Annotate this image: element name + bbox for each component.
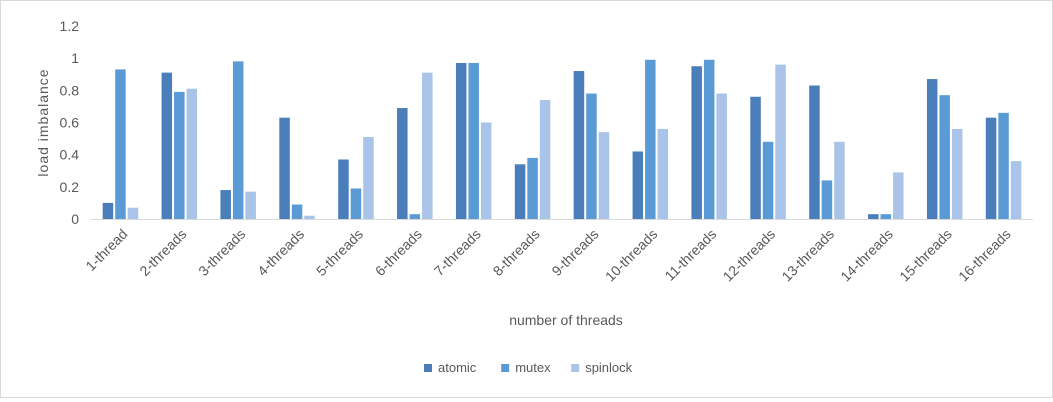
bar-spinlock-8-threads xyxy=(539,99,551,219)
bar-atomic-10-threads xyxy=(632,151,644,219)
bar-mutex-7-threads xyxy=(468,62,479,219)
y-tick-label: 0.2 xyxy=(60,179,80,195)
bar-spinlock-2-threads xyxy=(186,88,198,219)
bar-mutex-5-threads xyxy=(350,188,362,219)
x-tick-label: 12-threads xyxy=(720,226,779,285)
x-tick-label: 11-threads xyxy=(661,226,719,284)
x-tick-label: 3-threads xyxy=(195,226,248,279)
bar-spinlock-10-threads xyxy=(657,128,669,219)
bar-atomic-6-threads xyxy=(397,108,408,219)
bar-spinlock-15-threads xyxy=(951,128,963,219)
x-tick-label: 14-threads xyxy=(837,226,896,285)
bar-spinlock-3-threads xyxy=(245,191,256,219)
y-tick-label: 0.8 xyxy=(60,82,80,98)
bar-mutex-13-threads xyxy=(821,180,833,219)
bar-spinlock-11-threads xyxy=(716,93,727,219)
bar-mutex-9-threads xyxy=(586,93,597,219)
bar-mutex-16-threads xyxy=(998,112,1009,219)
bar-atomic-1-thread xyxy=(102,202,114,219)
y-axis-label: load imbalance xyxy=(35,68,51,176)
bar-mutex-2-threads xyxy=(174,91,185,219)
legend-swatch-spinlock xyxy=(571,364,580,372)
bar-mutex-12-threads xyxy=(762,141,774,219)
x-tick-label: 2-threads xyxy=(136,226,189,279)
y-tick-label: 0.6 xyxy=(60,115,80,131)
bar-mutex-14-threads xyxy=(880,214,892,219)
bar-atomic-14-threads xyxy=(868,214,879,219)
bar-atomic-4-threads xyxy=(279,117,290,219)
x-axis-label: number of threads xyxy=(509,312,623,328)
legend-label-atomic: atomic xyxy=(438,360,477,375)
bar-spinlock-1-thread xyxy=(127,207,139,219)
y-tick-label: 1.2 xyxy=(60,18,80,34)
bar-mutex-15-threads xyxy=(939,95,950,219)
legend-label-mutex: mutex xyxy=(515,360,551,375)
bar-atomic-15-threads xyxy=(926,79,938,219)
x-tick-label: 1-thread xyxy=(82,226,130,274)
bar-mutex-1-thread xyxy=(115,69,126,219)
x-tick-label: 4-threads xyxy=(254,226,307,279)
bar-atomic-2-threads xyxy=(161,72,173,220)
bar-spinlock-9-threads xyxy=(598,132,610,219)
x-axis: 1-thread 2-threads 3-threads 4-threads 5-thr… xyxy=(82,226,1013,285)
y-tick-label: 1 xyxy=(71,50,79,66)
bar-atomic-13-threads xyxy=(809,85,820,219)
x-tick-label: 7-threads xyxy=(431,226,484,279)
bar-spinlock-5-threads xyxy=(363,136,374,219)
x-tick-label: 15-threads xyxy=(896,226,955,285)
bar-spinlock-13-threads xyxy=(834,141,845,219)
bar-atomic-9-threads xyxy=(573,71,585,220)
y-tick-label: 0.4 xyxy=(60,147,80,163)
bar-atomic-11-threads xyxy=(691,66,702,219)
bar-atomic-5-threads xyxy=(338,159,349,219)
bar-atomic-8-threads xyxy=(514,164,526,219)
x-tick-label: 5-threads xyxy=(313,226,366,279)
bar-spinlock-16-threads xyxy=(1010,161,1022,219)
legend-label-spinlock: spinlock xyxy=(585,360,632,375)
y-tick-label: 0 xyxy=(71,211,79,227)
bar-atomic-12-threads xyxy=(750,96,761,219)
bar-mutex-8-threads xyxy=(527,157,538,219)
x-tick-label: 10-threads xyxy=(602,226,661,285)
bar-mutex-4-threads xyxy=(291,204,303,219)
x-tick-label: 6-threads xyxy=(372,226,425,279)
legend-swatch-mutex xyxy=(501,364,510,372)
x-tick-label: 9-threads xyxy=(548,226,601,279)
x-tick-label: 8-threads xyxy=(490,226,543,279)
legend-swatch-atomic xyxy=(424,364,432,372)
bar-mutex-10-threads xyxy=(645,59,656,220)
bar-spinlock-14-threads xyxy=(893,172,904,219)
bar-atomic-7-threads xyxy=(455,62,467,219)
x-tick-label: 13-threads xyxy=(778,226,837,285)
legend: atomic mutex spinlock xyxy=(424,360,633,375)
bar-spinlock-4-threads xyxy=(304,215,315,219)
bar-mutex-11-threads xyxy=(703,59,715,220)
bar-spinlock-6-threads xyxy=(422,72,433,220)
bar-atomic-3-threads xyxy=(220,190,231,219)
bar-spinlock-7-threads xyxy=(480,122,492,219)
bar-spinlock-12-threads xyxy=(775,64,786,219)
x-tick-label: 16-threads xyxy=(955,226,1014,285)
y-axis: 0 0.2 0.4 0.6 0.8 1 1.2 xyxy=(60,18,80,227)
bar-atomic-16-threads xyxy=(985,117,997,219)
bars xyxy=(102,59,1022,220)
bar-mutex-6-threads xyxy=(409,214,421,219)
bar-mutex-3-threads xyxy=(232,61,244,220)
